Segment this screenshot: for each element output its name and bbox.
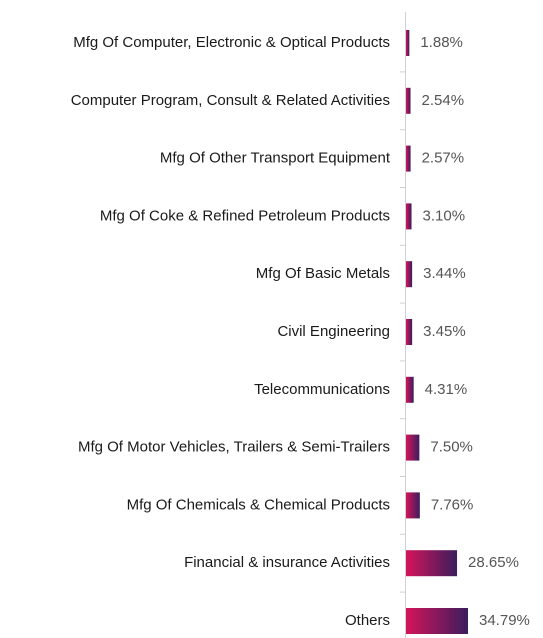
category-label: Financial & insurance Activities xyxy=(184,554,390,571)
bar xyxy=(406,550,458,577)
bar xyxy=(406,608,468,634)
category-label: Mfg Of Other Transport Equipment xyxy=(160,150,391,167)
bar xyxy=(406,434,420,461)
category-label: Mfg Of Basic Metals xyxy=(256,265,390,282)
value-label: 7.50% xyxy=(430,439,473,456)
bar xyxy=(406,261,413,288)
value-label: 3.44% xyxy=(423,265,466,282)
category-label: Others xyxy=(345,612,390,629)
value-label: 1.88% xyxy=(420,34,463,51)
category-label: Civil Engineering xyxy=(277,323,390,340)
value-label: 28.65% xyxy=(468,554,519,571)
bar xyxy=(406,376,414,403)
bar xyxy=(406,30,410,56)
value-label: 4.31% xyxy=(425,381,468,398)
category-label: Mfg Of Computer, Electronic & Optical Pr… xyxy=(73,34,390,51)
category-label: Computer Program, Consult & Related Acti… xyxy=(71,92,390,109)
value-label: 2.54% xyxy=(422,92,465,109)
value-label: 34.79% xyxy=(479,612,530,629)
value-label: 3.10% xyxy=(423,207,466,224)
bar xyxy=(406,492,420,519)
category-label: Mfg Of Coke & Refined Petroleum Products xyxy=(100,207,390,224)
category-label: Mfg Of Motor Vehicles, Trailers & Semi-T… xyxy=(78,439,390,456)
value-label: 7.76% xyxy=(431,496,474,513)
bar xyxy=(406,319,413,345)
value-label: 3.45% xyxy=(423,323,466,340)
category-label: Mfg Of Chemicals & Chemical Products xyxy=(127,496,390,513)
value-label: 2.57% xyxy=(422,150,465,167)
bar xyxy=(406,87,411,114)
category-label: Telecommunications xyxy=(254,381,390,398)
bar xyxy=(406,203,412,230)
bar xyxy=(406,145,411,172)
